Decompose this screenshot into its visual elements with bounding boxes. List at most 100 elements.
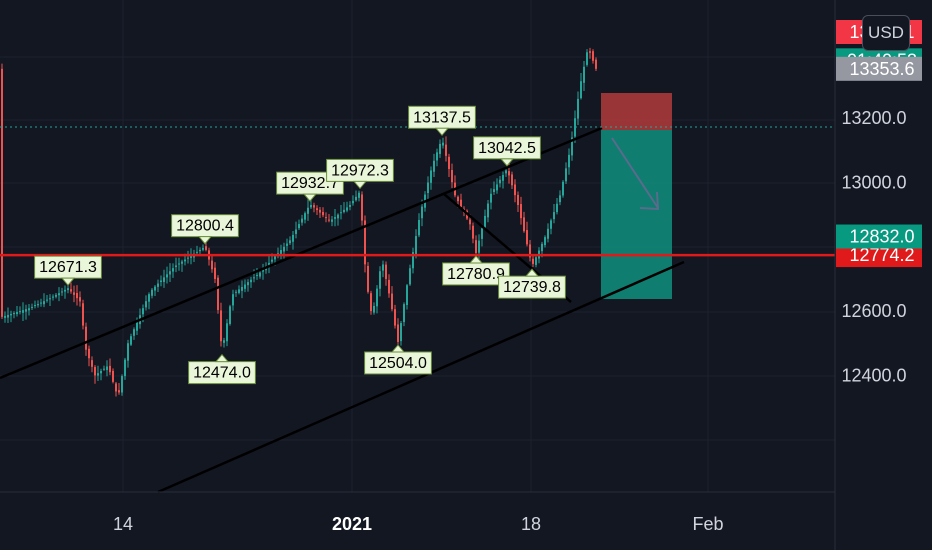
- candle-body: [523, 217, 525, 232]
- candle-body: [331, 219, 333, 222]
- candle-body: [292, 234, 294, 242]
- candle-body: [457, 196, 459, 202]
- pivot-label-text: 12932.7: [281, 175, 339, 192]
- candle-body: [1, 68, 3, 317]
- candle-body: [319, 209, 321, 213]
- candle-body: [73, 292, 75, 295]
- candle-body: [196, 251, 198, 253]
- candle-body: [70, 289, 72, 292]
- candle-body: [118, 390, 120, 393]
- candle-body: [490, 193, 492, 203]
- candle-body: [79, 297, 81, 302]
- candle-body: [76, 293, 78, 299]
- candle-body: [409, 268, 411, 285]
- candle-body: [337, 214, 339, 219]
- position-zones[interactable]: [601, 93, 672, 299]
- pivot-label: 12800.4: [171, 214, 239, 245]
- candle-body: [562, 181, 564, 196]
- candle-body: [553, 212, 555, 220]
- pivot-label-pointer: [302, 193, 318, 202]
- candle-body: [229, 306, 231, 324]
- pivot-label-pointer: [352, 180, 368, 190]
- candle-body: [445, 144, 447, 156]
- candle-body: [589, 51, 591, 53]
- price-tick-label: 12600.0: [841, 301, 906, 321]
- candle-body: [52, 296, 54, 298]
- candle-body: [367, 265, 369, 292]
- candle-body: [535, 257, 537, 265]
- time-axis[interactable]: 14 2021 18 Feb: [0, 491, 835, 534]
- candle-body: [412, 252, 414, 269]
- candle-body: [169, 271, 171, 275]
- pivot-label: 13137.5: [408, 105, 476, 137]
- candle-body: [511, 174, 513, 186]
- candle-body: [94, 367, 96, 376]
- candle-body: [223, 340, 225, 343]
- candle-body: [184, 259, 186, 262]
- candle-body: [262, 269, 264, 272]
- candle-body: [61, 291, 63, 293]
- candle-body: [481, 228, 483, 239]
- candle-body: [442, 142, 444, 146]
- candle-body: [148, 294, 150, 302]
- candle-body: [403, 304, 405, 323]
- candle-body: [175, 265, 177, 268]
- candle-body: [103, 368, 105, 370]
- price-tick-label: 13000.0: [841, 173, 906, 193]
- stop-loss-zone[interactable]: [601, 93, 672, 130]
- candle-body: [250, 279, 252, 283]
- candle-body: [145, 301, 147, 308]
- candles: [1, 47, 597, 397]
- candle-body: [10, 313, 12, 316]
- candle-body: [520, 204, 522, 219]
- candle-body: [259, 272, 261, 277]
- candle-body: [529, 244, 531, 258]
- candle-body: [493, 189, 495, 192]
- candle-body: [154, 286, 156, 291]
- candle-body: [283, 246, 285, 252]
- candle-body: [532, 258, 534, 264]
- pivot-label-text: 12780.9: [447, 266, 505, 283]
- candle-body: [541, 243, 543, 252]
- candle-body: [418, 220, 420, 236]
- currency-button[interactable]: USD: [862, 15, 910, 51]
- candle-body: [295, 229, 297, 234]
- candle-body: [298, 224, 300, 229]
- candle-body: [28, 308, 30, 311]
- candle-body: [220, 310, 222, 342]
- candle-body: [271, 259, 273, 262]
- candle-body: [346, 207, 348, 211]
- candle-body: [274, 256, 276, 260]
- candle-body: [580, 81, 582, 99]
- price-tick-label: 13200.0: [841, 108, 906, 128]
- candle-body: [202, 247, 204, 250]
- lower-trend-line[interactable]: [157, 260, 685, 494]
- pivot-label: 12474.0: [188, 353, 256, 385]
- pivot-label-pointer: [60, 277, 76, 286]
- candle-body: [217, 277, 219, 311]
- candle-body: [97, 373, 99, 376]
- candle-body: [379, 271, 381, 289]
- candle-body: [475, 240, 477, 253]
- pivot-label-text: 12504.0: [369, 355, 427, 372]
- take-profit-zone[interactable]: [601, 130, 672, 299]
- upper-trend-line[interactable]: [0, 126, 603, 380]
- candle-body: [328, 219, 330, 221]
- candle-body: [595, 59, 597, 69]
- candle-body: [22, 310, 24, 313]
- candle-body: [286, 243, 288, 246]
- price-axis-label-text: 12832.0: [849, 227, 914, 247]
- price-axis-label-bg: [836, 224, 922, 249]
- candle-body: [583, 66, 585, 83]
- candle-body: [559, 195, 561, 203]
- candle-body: [19, 311, 21, 313]
- candle-body: [46, 299, 48, 301]
- price-axis-label-current: 13353.6: [836, 56, 922, 81]
- candle-body: [472, 225, 474, 239]
- pivot-label: 13042.5: [473, 136, 541, 167]
- candle-body: [361, 194, 363, 221]
- candle-body: [157, 283, 159, 287]
- candle-body: [253, 277, 255, 279]
- pivot-label-pointer: [390, 344, 406, 353]
